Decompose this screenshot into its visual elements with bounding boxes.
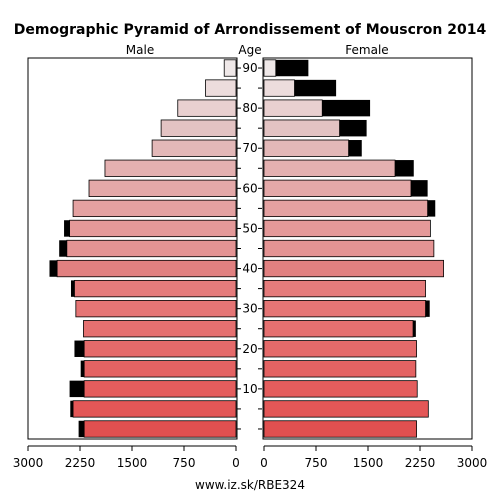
- male-bar-80-84: [177, 99, 237, 117]
- male-bar-20-24: [83, 340, 237, 358]
- female-bar-55-59: [263, 199, 429, 218]
- female-bar-60-64: [263, 179, 412, 197]
- female-bar-25-29: [263, 320, 414, 338]
- female-plot-frame: [262, 57, 473, 440]
- female-x-tick-label-750: 750: [305, 456, 328, 470]
- male-bar-55-59: [72, 199, 237, 218]
- female-x-tick-label-0: 0: [260, 456, 268, 470]
- female-excess-80-84: [322, 99, 371, 117]
- age-tick-label-30: 30: [242, 302, 257, 316]
- male-excess-50-54: [64, 220, 70, 237]
- female-x-tick-label-3000: 3000: [457, 456, 488, 470]
- male-label: Male: [126, 43, 154, 57]
- age-tick-label-50: 50: [242, 221, 257, 235]
- male-bar-30-34: [75, 300, 237, 318]
- male-bar-75-79: [160, 119, 237, 137]
- female-bar-40-44: [263, 259, 444, 278]
- female-x-axis: 0 750 1500 2250 3000: [260, 445, 488, 470]
- male-excess-35-39: [70, 280, 75, 297]
- female-excess-75-79: [339, 119, 367, 137]
- female-bar-5-9: [263, 400, 429, 418]
- female-excess-25-29: [413, 320, 416, 337]
- age-tick-label-90: 90: [242, 61, 257, 75]
- female-excess-30-34: [425, 300, 430, 317]
- male-bar-5-9: [72, 400, 237, 418]
- female-excess-70-74: [348, 140, 362, 157]
- female-bar-80-84: [263, 99, 323, 117]
- male-bar-90+: [223, 59, 237, 77]
- male-bar-45-49: [66, 239, 237, 258]
- female-bar-85-89: [263, 79, 295, 97]
- male-excess-5-9: [70, 400, 74, 418]
- female-excess-90+: [275, 59, 309, 77]
- male-excess-45-49: [59, 240, 67, 257]
- female-bar-0-4: [263, 420, 417, 438]
- male-x-tick-label-2250: 2250: [65, 456, 96, 470]
- female-bar-20-24: [263, 340, 417, 358]
- male-bar-85-89: [205, 79, 237, 97]
- male-bar-25-29: [83, 320, 237, 338]
- female-label: Female: [345, 43, 388, 57]
- age-tick-label-10: 10: [242, 382, 257, 396]
- male-x-tick-label-750: 750: [173, 456, 196, 470]
- age-tick-label-80: 80: [242, 101, 257, 115]
- female-excess-55-59: [427, 200, 436, 217]
- female-bar-90+: [263, 59, 277, 77]
- age-label: Age: [238, 43, 261, 57]
- male-bar-15-19: [83, 360, 237, 378]
- female-excess-85-89: [294, 79, 337, 97]
- female-bar-50-54: [263, 219, 431, 238]
- female-bar-35-39: [263, 279, 426, 298]
- male-bar-60-64: [88, 179, 237, 197]
- male-bar-70-74: [151, 139, 237, 157]
- female-x-tick-label-1500: 1500: [353, 456, 384, 470]
- female-bar-10-14: [263, 380, 418, 398]
- female-bar-30-34: [263, 300, 426, 318]
- age-tick-label-40: 40: [242, 262, 257, 276]
- female-bar-45-49: [263, 239, 435, 258]
- footer-source: www.iz.sk/RBE324: [195, 478, 305, 492]
- male-excess-15-19: [80, 360, 85, 378]
- male-x-tick-label-3000: 3000: [13, 456, 44, 470]
- male-excess-40-44: [49, 260, 58, 277]
- male-bars: [49, 59, 237, 438]
- male-bar-10-14: [83, 380, 237, 398]
- male-x-tick-label-0: 0: [232, 456, 240, 470]
- male-excess-20-24: [74, 340, 85, 357]
- female-bar-70-74: [263, 139, 349, 157]
- male-bar-0-4: [83, 420, 237, 438]
- chart-title: Demographic Pyramid of Arrondissement of…: [14, 22, 487, 38]
- age-tick-label-60: 60: [242, 181, 257, 195]
- male-x-axis: 3000 2250 1500 750 0: [13, 445, 240, 470]
- female-bar-75-79: [263, 119, 340, 137]
- male-bar-40-44: [56, 259, 237, 278]
- male-bar-35-39: [74, 279, 237, 298]
- female-excess-65-69: [395, 160, 414, 177]
- male-excess-0-4: [78, 420, 85, 438]
- male-bar-65-69: [104, 159, 237, 177]
- female-bars: [263, 59, 444, 438]
- female-x-tick-label-2250: 2250: [405, 456, 436, 470]
- female-excess-60-64: [410, 180, 428, 197]
- male-excess-10-14: [69, 380, 85, 398]
- age-tick-label-20: 20: [242, 342, 257, 356]
- female-bar-15-19: [263, 360, 417, 378]
- female-bar-65-69: [263, 159, 396, 177]
- male-bar-50-54: [69, 219, 237, 238]
- age-tick-label-70: 70: [242, 141, 257, 155]
- age-axis: 10 20 30 40 50 60 70 80 90: [237, 61, 262, 430]
- male-x-tick-label-1500: 1500: [117, 456, 148, 470]
